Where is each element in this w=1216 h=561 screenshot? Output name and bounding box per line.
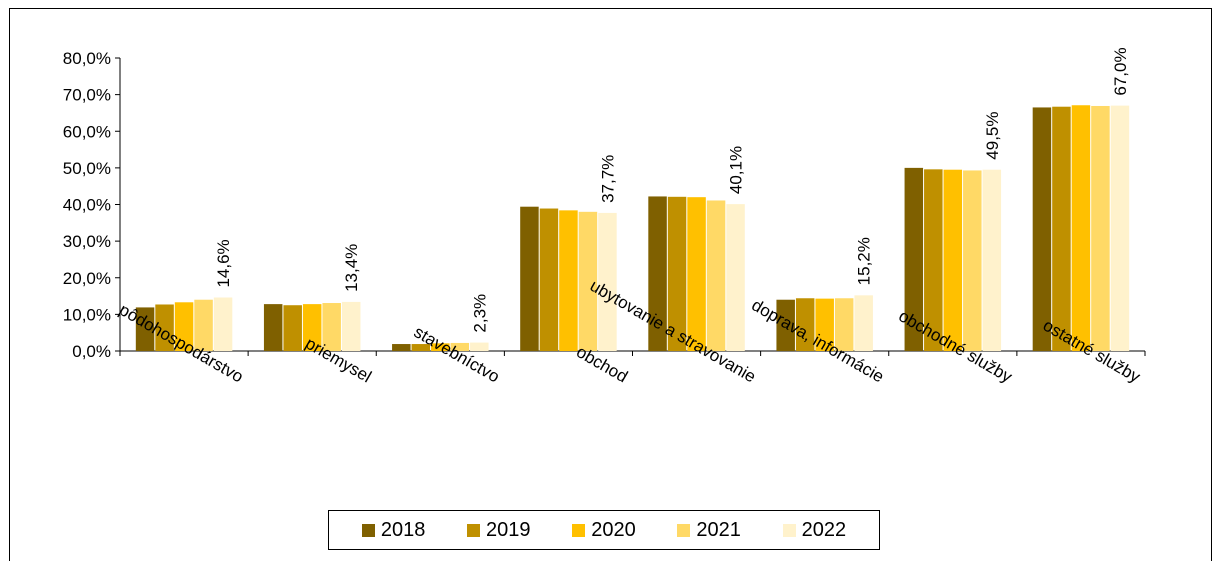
legend-label: 2021 xyxy=(696,518,741,541)
bar-2022 xyxy=(213,297,233,351)
legend-label: 2019 xyxy=(486,518,531,541)
data-label: 14,6% xyxy=(214,239,233,287)
bar-2019 xyxy=(539,208,559,351)
bar-2021 xyxy=(834,298,854,351)
chart-frame xyxy=(9,8,1212,561)
legend-swatch xyxy=(782,523,796,537)
y-tick-label: 0,0% xyxy=(72,342,111,361)
bar-2019 xyxy=(667,196,687,351)
data-label: 40,1% xyxy=(727,146,746,194)
bar-2022 xyxy=(598,212,617,351)
bar-2018 xyxy=(1032,107,1052,351)
bar-2018 xyxy=(648,196,667,351)
bar-2019 xyxy=(795,298,815,351)
legend-item: 2018 xyxy=(361,518,426,542)
legend-label: 2022 xyxy=(801,518,847,541)
data-label: 49,5% xyxy=(983,112,1002,160)
bar-2022 xyxy=(982,169,1002,351)
y-tick-label: 40,0% xyxy=(63,196,111,215)
bar-2020 xyxy=(687,197,706,351)
data-label: 37,7% xyxy=(598,155,617,203)
y-tick-label: 70,0% xyxy=(63,86,111,105)
bar-2020 xyxy=(943,169,963,351)
bar-2021 xyxy=(450,342,470,351)
y-tick-label: 60,0% xyxy=(63,122,111,141)
y-tick-label: 30,0% xyxy=(63,232,111,251)
bar-2022 xyxy=(341,301,361,351)
legend-label: 2020 xyxy=(591,518,636,541)
legend-label: 2018 xyxy=(380,518,426,541)
bar-2020 xyxy=(1071,105,1091,351)
bar-2021 xyxy=(322,303,341,351)
bar-2022 xyxy=(470,342,489,351)
legend-swatch xyxy=(467,523,481,537)
y-tick-label: 10,0% xyxy=(63,305,111,324)
bar-2020 xyxy=(815,298,834,351)
bar-2021 xyxy=(194,299,213,351)
bar-2018 xyxy=(135,307,155,351)
bar-2019 xyxy=(1052,106,1071,352)
data-label: 13,4% xyxy=(342,244,361,292)
bar-2021 xyxy=(963,170,982,351)
bar-2022 xyxy=(854,295,873,351)
legend-item: 2022 xyxy=(782,518,847,542)
bar-2018 xyxy=(263,304,283,351)
bar-2022 xyxy=(1110,105,1130,351)
chart-legend: 2018 2019 2020 2021 2022 xyxy=(328,510,880,550)
bar-2022 xyxy=(726,204,745,351)
bar-2019 xyxy=(411,344,431,351)
y-tick-label: 20,0% xyxy=(63,269,111,288)
legend-swatch xyxy=(677,523,691,537)
bar-2018 xyxy=(776,299,795,351)
bar-2019 xyxy=(924,169,943,351)
bar-2018 xyxy=(392,344,411,351)
bar-2020 xyxy=(431,343,450,351)
bar-2020 xyxy=(174,302,194,351)
bar-2020 xyxy=(302,304,322,351)
legend-item: 2021 xyxy=(677,519,741,542)
legend-swatch xyxy=(572,523,586,537)
bar-2020 xyxy=(559,210,578,351)
bar-2019 xyxy=(283,305,302,351)
bar-2021 xyxy=(706,200,726,351)
data-label: 15,2% xyxy=(855,237,874,285)
legend-item: 2019 xyxy=(467,519,531,542)
data-label: 67,0% xyxy=(1111,47,1130,95)
legend-item: 2020 xyxy=(572,519,636,542)
bar-2021 xyxy=(578,211,598,351)
bar-2019 xyxy=(155,304,174,351)
data-label: 2,3% xyxy=(470,294,489,333)
y-tick-label: 80,0% xyxy=(63,49,111,68)
bar-2021 xyxy=(1091,105,1110,351)
legend-swatch xyxy=(361,523,375,537)
bar-2018 xyxy=(520,206,539,351)
bar-2018 xyxy=(904,167,924,351)
y-tick-label: 50,0% xyxy=(63,159,111,178)
